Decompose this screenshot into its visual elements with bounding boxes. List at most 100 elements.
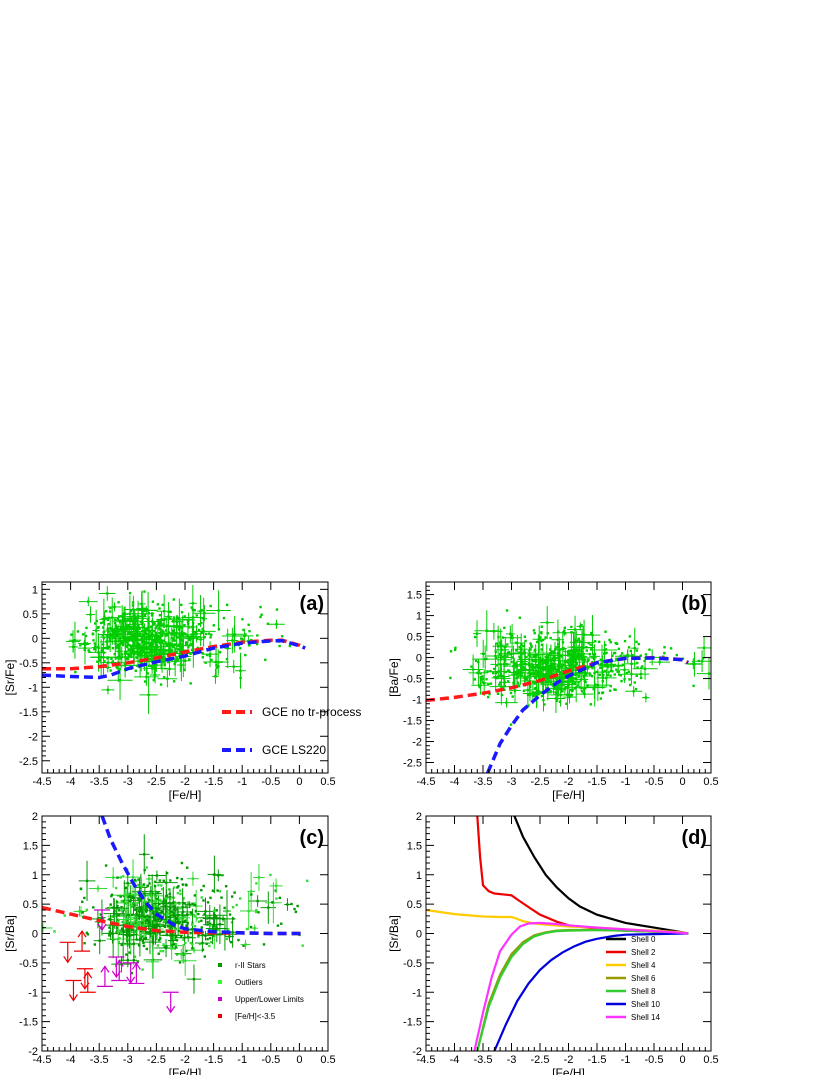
- panel-label: (b): [681, 593, 707, 615]
- data-point: [146, 618, 150, 621]
- data-point: [150, 856, 154, 860]
- data-point: [516, 641, 519, 645]
- data-point: [147, 922, 150, 925]
- data-point: [153, 900, 157, 904]
- data-point: [553, 686, 556, 689]
- data-point: [530, 645, 533, 649]
- data-point: [86, 933, 90, 936]
- data-point: [123, 662, 126, 665]
- data-point: [626, 653, 629, 657]
- data-point: [535, 690, 538, 694]
- data-point: [135, 645, 139, 648]
- data-point: [133, 878, 137, 882]
- y-tick-label: 0.5: [407, 899, 422, 911]
- data-point: [167, 610, 170, 614]
- data-point: [600, 659, 604, 662]
- data-point: [163, 924, 166, 927]
- data-point: [574, 657, 578, 660]
- data-point: [127, 632, 130, 636]
- data-point: [157, 883, 160, 887]
- data-point: [701, 657, 705, 660]
- data-point: [546, 654, 549, 657]
- data-point: [168, 895, 172, 899]
- data-point: [206, 917, 209, 920]
- data-point: [563, 631, 566, 634]
- data-point: [166, 677, 169, 680]
- data-point: [294, 910, 298, 914]
- data-point: [518, 655, 521, 658]
- data-point: [564, 686, 567, 689]
- data-point: [582, 676, 586, 679]
- data-point: [116, 626, 119, 629]
- data-point: [538, 677, 541, 680]
- x-tick-label: -2.5: [531, 776, 550, 788]
- data-point: [111, 876, 115, 879]
- data-point: [572, 650, 575, 653]
- data-point: [590, 631, 593, 635]
- data-point: [286, 903, 289, 906]
- data-point: [134, 924, 137, 927]
- data-point: [635, 649, 639, 652]
- data-point: [637, 642, 640, 646]
- x-tick-label: -2: [180, 1054, 190, 1066]
- data-point: [615, 657, 618, 661]
- data-point: [168, 888, 171, 891]
- data-point: [155, 624, 158, 627]
- data-point: [136, 664, 139, 667]
- data-point: [213, 913, 216, 917]
- x-tick-label: 0.5: [703, 776, 718, 788]
- data-point: [148, 644, 152, 648]
- data-point: [162, 639, 165, 643]
- x-tick-label: -2.5: [147, 1054, 166, 1066]
- data-point: [505, 609, 509, 612]
- data-point: [530, 644, 533, 647]
- x-axis-title: [Fe/H]: [169, 1066, 202, 1075]
- data-point: [206, 923, 209, 926]
- data-point: [599, 666, 602, 669]
- series-line-shell-0: [513, 816, 689, 935]
- data-point: [528, 649, 531, 652]
- data-point: [239, 897, 242, 900]
- data-point: [529, 642, 532, 645]
- data-point: [257, 876, 261, 879]
- data-point: [247, 909, 250, 913]
- data-point: [233, 891, 236, 894]
- data-point: [142, 643, 145, 647]
- x-tick-label: -3: [507, 776, 517, 788]
- data-point: [619, 654, 622, 658]
- data-point: [200, 631, 204, 634]
- data-point: [143, 915, 147, 919]
- data-point: [515, 672, 519, 676]
- data-point: [200, 896, 203, 899]
- data-point: [79, 887, 83, 890]
- data-point: [203, 635, 206, 639]
- data-point: [197, 622, 201, 626]
- data-point: [164, 618, 167, 621]
- data-point: [590, 674, 594, 678]
- data-point: [133, 908, 137, 911]
- data-point: [609, 664, 613, 667]
- data-point: [608, 638, 611, 642]
- data-point: [208, 652, 212, 656]
- data-point: [204, 632, 208, 636]
- data-point: [553, 659, 556, 663]
- data-point: [544, 661, 547, 665]
- data-point: [177, 616, 181, 620]
- data-point: [244, 943, 247, 946]
- y-tick-label: 1: [416, 611, 422, 623]
- data-point: [218, 923, 222, 926]
- data-point: [193, 903, 196, 907]
- data-point: [173, 928, 177, 931]
- data-point: [191, 947, 194, 950]
- data-point: [153, 884, 157, 888]
- data-point: [525, 656, 528, 659]
- data-point: [165, 871, 169, 875]
- y-tick-label: -0.5: [19, 658, 38, 670]
- data-point: [213, 873, 216, 876]
- data-point: [553, 651, 556, 655]
- data-point: [499, 643, 502, 647]
- data-point: [148, 657, 152, 661]
- data-point: [162, 610, 166, 613]
- y-tick-label: 0: [32, 633, 38, 645]
- data-point: [101, 626, 105, 629]
